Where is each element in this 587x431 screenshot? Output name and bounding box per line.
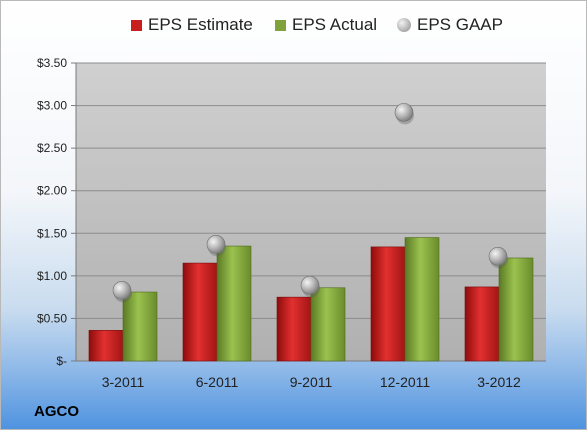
bar-eps-estimate: [464, 286, 500, 362]
bar-eps-estimate: [182, 262, 218, 362]
x-tick-label: 9-2011: [290, 374, 333, 390]
y-tick-label: $3.50: [37, 56, 67, 70]
bar-eps-actual: [122, 291, 158, 362]
y-tick-label: $2.00: [37, 184, 67, 198]
bar-eps-actual: [216, 245, 252, 362]
y-tick-label: $1.50: [37, 226, 67, 240]
x-tick-label: 12-2011: [380, 374, 431, 390]
legend-marker-eps-gaap: [397, 18, 411, 32]
legend-label-eps-estimate: EPS Estimate: [148, 15, 253, 34]
y-axis-ticks: $- $0.50 $1.00 $1.50 $2.00 $2.50 $3.00 $3.50: [37, 56, 67, 368]
gaap-marker: [206, 235, 226, 254]
gaap-marker: [488, 246, 508, 266]
bar-eps-estimate: [276, 296, 312, 362]
bar-eps-estimate: [88, 330, 124, 362]
legend-item-eps-gaap: EPS GAAP: [397, 15, 503, 35]
y-tick-label: $0.50: [37, 311, 67, 325]
y-tick-label: $-: [56, 354, 67, 368]
legend-swatch-eps-actual: [275, 19, 286, 31]
bar-eps-actual: [404, 237, 440, 362]
legend: EPS Estimate EPS Actual EPS GAAP: [1, 15, 587, 45]
legend-item-eps-estimate: EPS Estimate: [131, 15, 253, 35]
legend-label-eps-gaap: EPS GAAP: [417, 15, 503, 34]
x-tick-label: 3-2011: [102, 374, 145, 390]
bars: [88, 237, 534, 362]
legend-swatch-eps-estimate: [131, 19, 142, 31]
gaap-marker: [112, 281, 132, 300]
x-axis-labels: 3-2011 6-2011 9-2011 12-2011 3-2012: [102, 374, 521, 390]
gaap-markers: [112, 103, 508, 303]
y-tick-label: $1.00: [37, 269, 67, 283]
gaap-marker: [300, 275, 320, 295]
bar-eps-actual: [498, 257, 534, 362]
bar-eps-estimate: [370, 246, 406, 362]
legend-item-eps-actual: EPS Actual: [275, 15, 377, 35]
x-tick-label: 3-2012: [477, 374, 521, 390]
bar-eps-actual: [310, 287, 346, 362]
y-tick-label: $2.50: [37, 141, 67, 155]
y-tick-label: $3.00: [37, 99, 67, 113]
gaap-marker: [394, 103, 414, 122]
x-tick-label: 6-2011: [196, 374, 239, 390]
legend-label-eps-actual: EPS Actual: [292, 15, 378, 34]
company-name: AGCO: [34, 403, 79, 420]
